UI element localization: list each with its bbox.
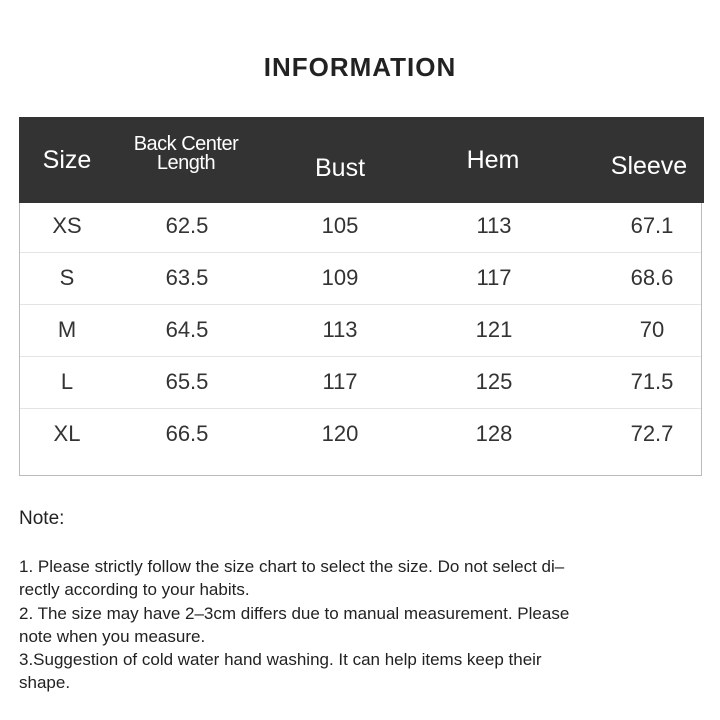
cell-sleeve: 72.7 xyxy=(630,421,674,446)
header-hem: Hem xyxy=(466,145,520,174)
cell-back-center-length: 63.5 xyxy=(165,265,209,290)
cell-bust: 113 xyxy=(322,317,358,342)
note-line: shape. xyxy=(19,673,71,693)
cell-hem: 125 xyxy=(475,369,513,394)
header-label-line: Length xyxy=(156,152,216,174)
cell-sleeve: 68.6 xyxy=(630,265,674,290)
cell-size: XS xyxy=(52,213,82,238)
header-label-line: Back Center xyxy=(133,133,239,155)
table-row: L 65.5 117 125 71.5 xyxy=(20,356,701,409)
cell-sleeve: 70 xyxy=(639,317,665,342)
note-line: 2. The size may have 2–3cm differs due t… xyxy=(19,603,570,623)
note-line: 1. Please strictly follow the size chart… xyxy=(19,557,565,576)
note-line: 3.Suggestion of cold water hand washing.… xyxy=(19,650,542,670)
note-list: 1. Please strictly follow the size chart… xyxy=(19,555,569,695)
cell-size: XL xyxy=(53,421,81,446)
table-row: M 64.5 113 121 70 xyxy=(20,304,701,357)
cell-hem: 117 xyxy=(476,265,512,290)
cell-hem: 121 xyxy=(475,317,513,342)
cell-bust: 105 xyxy=(321,213,359,238)
cell-size: S xyxy=(59,265,75,290)
table-header: Size Back Center Length Bust Hem Sleeve xyxy=(19,117,704,203)
table-row: XL 66.5 120 128 72.7 xyxy=(20,408,701,460)
cell-bust: 117 xyxy=(322,369,358,394)
size-chart-table: Size Back Center Length Bust Hem Sleeve … xyxy=(19,117,704,476)
cell-sleeve: 67.1 xyxy=(630,213,674,238)
cell-back-center-length: 64.5 xyxy=(165,317,209,342)
header-size: Size xyxy=(42,145,92,174)
table-row: XS 62.5 105 113 67.1 xyxy=(20,200,701,253)
cell-bust: 109 xyxy=(321,265,359,290)
cell-sleeve: 71.5 xyxy=(630,369,674,394)
cell-hem: 113 xyxy=(476,213,512,238)
header-back-center-length: Back Center Length xyxy=(134,111,239,197)
table-row: S 63.5 109 117 68.6 xyxy=(20,252,701,305)
cell-back-center-length: 66.5 xyxy=(165,421,209,446)
cell-bust: 120 xyxy=(321,421,359,446)
header-bust: Bust xyxy=(314,153,366,182)
note-line: note when you measure. xyxy=(19,626,206,646)
note-heading: Note: xyxy=(19,508,65,529)
note-line: rectly according to your habits. xyxy=(19,580,250,600)
cell-size: L xyxy=(60,369,74,394)
cell-back-center-length: 62.5 xyxy=(165,213,209,238)
cell-hem: 128 xyxy=(475,421,513,446)
cell-size: M xyxy=(57,317,77,342)
header-sleeve: Sleeve xyxy=(610,151,688,180)
cell-back-center-length: 65.5 xyxy=(165,369,209,394)
page-title: INFORMATION xyxy=(263,52,457,82)
